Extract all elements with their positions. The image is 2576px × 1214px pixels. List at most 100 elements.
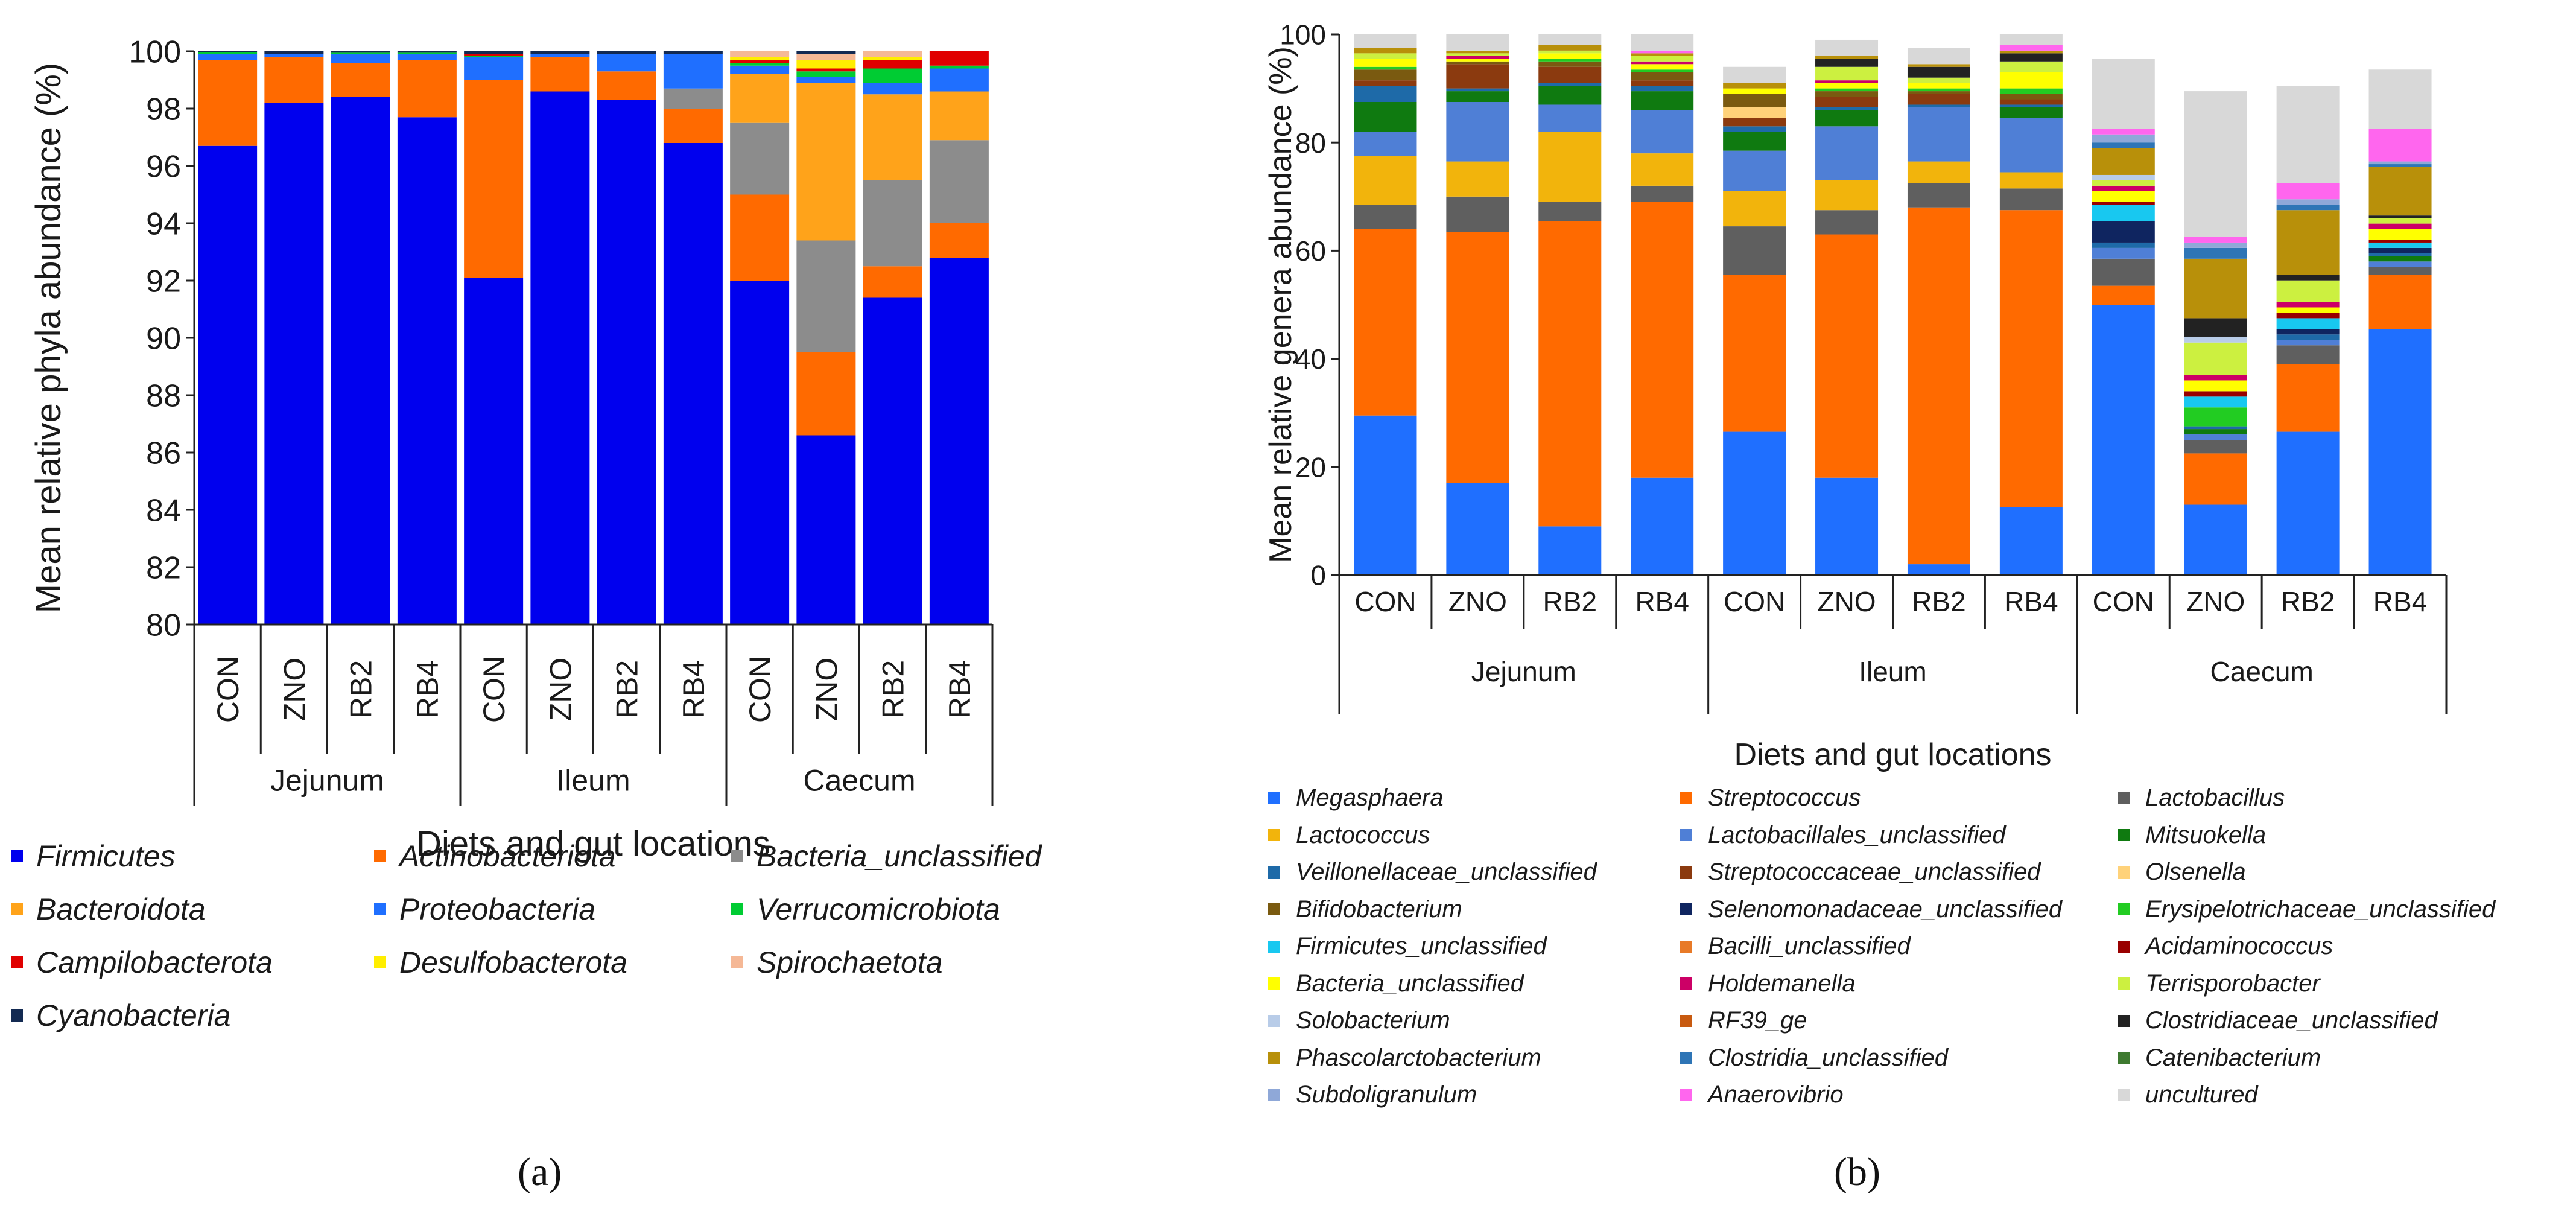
category-label: CON [743,656,777,723]
legend-swatch [731,956,743,968]
y-axis-title: Mean relative phyla abundance (%) [29,63,68,613]
legend-swatch [2118,1088,2130,1101]
legend-item-streptococcus: Streptococcus [1680,784,1861,812]
chart-a-phyla: 80 82 84 86 88 90 92 94 96 98 100 Mean relative phy… [29,35,994,863]
legend-swatch [1268,903,1280,915]
bar-segment-bacteria-unclassified [2276,307,2340,313]
legend-item-campilobacterota: Campilobacterota [11,945,273,980]
bar-segment-streptococcus [1446,232,1509,483]
bar-segment-olsenella [1723,107,1786,118]
bar-segment-phascolarctobacterium [1354,48,1417,54]
bar-segment-firmicutes-unclassified [2184,396,2247,408]
legend-swatch [1268,829,1280,841]
category-label: CON [1724,586,1785,617]
bar-segment-erysipelotrichaceae-unclassified [1631,69,1694,72]
bar-segment-actinobacteriota [663,109,723,143]
legend-label: Acidaminococcus [2145,933,2333,959]
category-label: RB2 [877,660,910,719]
legend-item-anaerovibrio: Anaerovibrio [1680,1081,1844,1108]
legend-swatch [1680,940,1692,953]
bar-segment-anaerovibrio [2092,129,2155,135]
legend-swatch [1268,1052,1280,1064]
legend-item-bacteria-unclassified: Bacteria_unclassified [731,839,1042,874]
bar-segment-actinobacteriota [597,71,656,100]
bar-segment-streptococcus [1907,207,1970,565]
legend-item-clostridiaceae-unclassified: Clostridiaceae_unclassified [2118,1007,2438,1034]
bar-segment-bacteria-unclassified [1631,64,1694,70]
legend-label: Verrucomicrobiota [757,892,1000,926]
legend-item-proteobacteria: Proteobacteria [374,892,595,927]
bar-segment-bacteria-unclassified [1446,59,1509,62]
bar-segment-lactococcus [1999,172,2063,189]
legend-item-clostridia-unclassified: Clostridia_unclassified [1680,1044,1948,1072]
bar-segment-bacteria-unclassified [1723,88,1786,94]
legend-a: Firmicutes Actinobacteriota Bacteria_uncla… [0,839,1267,1128]
bar-segment-megasphaera [1538,526,1602,575]
bar-segment-actinobacteriota [530,57,590,92]
bar-segment-actinobacteriota [929,223,989,258]
group-label-caecum: Caecum [2210,656,2314,687]
legend-swatch [11,956,23,968]
bar-segment-erysipelotrichaceae-unclassified [1538,59,1602,62]
legend-label: Megasphaera [1296,784,1444,811]
y-tick-label: 40 [1295,343,1326,375]
bar-segment-lactococcus [1354,156,1417,205]
bar-segment-campilobacterota [863,60,922,69]
legend-item-uncultured: uncultured [2118,1081,2258,1108]
bar-segment-bacteria-unclassified [2092,191,2155,202]
category-label: RB2 [1543,586,1597,617]
legend-swatch [2118,829,2130,841]
bar-segment-phascolarctobacterium [1631,53,1694,56]
bar-segment-phascolarctobacterium [1723,83,1786,89]
bar-stack-ileum-zno [530,51,590,624]
category-label: RB4 [411,660,445,719]
legend-label: Spirochaetota [757,945,943,979]
bar-stack-jejunum-con [1354,34,1417,575]
legend-label: Erysipelotrichaceae_unclassified [2145,895,2496,923]
bar-segment-mitsuokella [1354,102,1417,132]
bar-segment-spirochaetota [863,51,922,57]
bar-segment-streptococcaceae-unclassified [1999,99,2063,105]
bar-segment-firmicutes [530,91,590,624]
bar-segment-terrisporobacter [1815,66,1879,81]
bar-segment-actinobacteriota [796,352,856,436]
bar-segment-lactobacillales-unclassified [2092,247,2155,259]
bar-segment-actinobacteriota [331,63,390,97]
legend-item-veillonellaceae-unclassified: Veillonellaceae_unclassified [1268,859,1597,886]
bar-segment-streptococcaceae-unclassified [1354,80,1417,86]
bar-segment-bacteria-unclassified [730,122,790,195]
legend-label: Veillonellaceae_unclassified [1296,859,1597,885]
legend-label: Cyanobacteria [36,999,231,1032]
bar-segment-spirochaetota [730,51,790,57]
bar-segment-desulfobacterota [796,60,856,69]
category-label: CON [477,656,511,723]
bar-segment-actinobacteriota [863,266,922,298]
bar-segment-bacteria-unclassified [929,140,989,223]
legend-label: Bacteria_unclassified [757,839,1042,873]
bar-segment-bacteria-unclassified [2368,229,2432,240]
bar-segment-bacteria-unclassified [2184,380,2247,392]
bar-segment-mitsuokella [1446,91,1509,102]
bar-segment-firmicutes [464,278,524,624]
bar-stack-caecum-rb2 [2276,86,2340,575]
legend-item-bacteria-unclassified: Bacteria_unclassified [1268,970,1524,997]
legend-item-selenomonadaceae-unclassified: Selenomonadaceae_unclassified [1680,896,2062,923]
bar-segment-uncultured [1999,34,2063,45]
bar-segment-bacteroidota [796,83,856,241]
legend-item-terrisporobacter: Terrisporobacter [2118,970,2320,997]
legend-label: Terrisporobacter [2145,970,2320,997]
bar-segment-lactococcus [1907,161,1970,183]
category-label: CON [211,656,245,723]
bar-segment-mitsuokella [2184,429,2247,435]
legend-swatch [731,850,743,862]
bar-segment-lactobacillales-unclassified [1354,132,1417,156]
bar-segment-holdemanella [1815,80,1879,83]
bar-segment-bifidobacterium [1631,72,1694,81]
bar-segment-terrisporobacter [1907,77,1970,83]
category-label: RB4 [943,660,977,719]
bar-segment-phascolarctobacterium [2092,148,2155,175]
legend-label: Olsenella [2145,859,2246,885]
bar-segment-mitsuokella [1815,110,1879,127]
legend-swatch [374,903,386,915]
